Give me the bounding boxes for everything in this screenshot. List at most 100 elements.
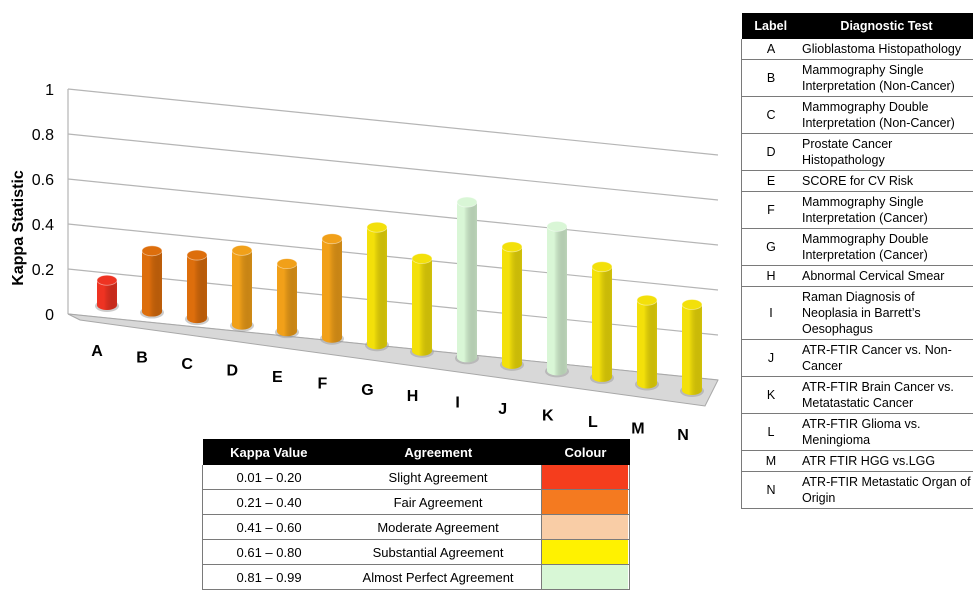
chart-bars: [95, 196, 704, 397]
gridline: [67, 88, 719, 156]
diagnostic-row-test: Mammography Double Interpretation (Cance…: [800, 228, 973, 266]
gridline: [67, 178, 719, 246]
diagnostic-row-label: A: [741, 39, 800, 60]
bar-shading: [457, 202, 477, 363]
bar-cap: [186, 249, 208, 261]
colour-swatch: [541, 515, 628, 539]
diagnostic-table-row: L ATR-FTIR Glioma vs. Meningioma: [741, 413, 973, 451]
kappa-bar-chart: 0 0.2 0.4 0.6 0.8 1 A B C D E F G H I J K L M N Kappa Stat…: [10, 82, 719, 440]
diagnostic-row-test: Raman Diagnosis of Neoplasia in Barrett’…: [800, 286, 973, 340]
bar-cap: [366, 221, 388, 233]
bar-l: [590, 261, 614, 384]
chart-floor: [67, 313, 719, 407]
colour-swatch-cell: [540, 564, 631, 590]
bar-cap: [96, 274, 118, 286]
bar-f: [320, 233, 344, 345]
diagnostic-test-table: Label Diagnostic Test A Glioblastoma Hist…: [741, 13, 973, 509]
diagnostic-row-test: ATR FTIR HGG vs.LGG: [800, 450, 973, 472]
diagnostic-row-label: E: [741, 170, 800, 192]
bar-cap: [456, 196, 478, 208]
x-tick-label: L: [588, 414, 598, 431]
diagnostic-row-test: Mammography Single Interpretation (Non-C…: [800, 59, 973, 97]
bar-shading: [592, 266, 612, 382]
colour-swatch: [541, 540, 628, 564]
bar-cap: [546, 220, 568, 232]
diagnostic-row-label: B: [741, 59, 800, 97]
bar-e: [275, 258, 299, 339]
x-tick-label: N: [677, 427, 689, 440]
y-tick-label: 0.4: [32, 217, 54, 234]
bar-shading: [277, 263, 297, 337]
bar-cap: [141, 245, 163, 257]
kappa-range: 0.01 – 0.20: [202, 465, 336, 490]
x-tick-label: I: [455, 395, 459, 412]
kappa-range: 0.41 – 0.60: [202, 514, 336, 540]
colour-swatch-cell: [540, 539, 631, 565]
agreement-level: Fair Agreement: [335, 489, 542, 515]
y-tick-label: 0: [45, 307, 54, 324]
bar-a: [95, 274, 119, 312]
diagnostic-table-row: G Mammography Double Interpretation (Canc…: [741, 228, 973, 266]
x-tick-label: A: [91, 343, 103, 360]
diagnostic-row-test: Prostate Cancer Histopathology: [800, 133, 973, 171]
bar-cap: [411, 253, 433, 264]
diagnostic-table-row: C Mammography Double Interpretation (Non-…: [741, 96, 973, 134]
x-tick-label: K: [542, 408, 554, 425]
bar-shading: [682, 304, 702, 395]
diagnostic-table-row: N ATR-FTIR Metastatic Organ of Origin: [741, 471, 973, 509]
diagnostic-row-test: SCORE for CV Risk: [800, 170, 973, 192]
bar-b: [140, 245, 164, 319]
bar-shading: [142, 250, 162, 317]
diagnostic-row-label: D: [741, 133, 800, 171]
diagnostic-row-label: G: [741, 228, 800, 266]
colour-swatch: [541, 465, 628, 489]
colour-swatch-cell: [540, 489, 631, 515]
bar-cap: [591, 261, 613, 273]
diagnostic-row-test: Mammography Double Interpretation (Non-C…: [800, 96, 973, 134]
colour-swatch-cell: [540, 514, 631, 540]
diagnostic-table-row: H Abnormal Cervical Smear: [741, 265, 973, 287]
diagnostic-table-header: Label Diagnostic Test: [741, 13, 973, 39]
colour-swatch: [541, 490, 628, 514]
bar-shading: [547, 226, 567, 376]
diagnostic-table-row: I Raman Diagnosis of Neoplasia in Barrett…: [741, 286, 973, 340]
y-axis: 0 0.2 0.4 0.6 0.8 1: [32, 82, 54, 324]
x-tick-label: C: [181, 356, 193, 373]
bar-cap: [681, 299, 703, 310]
diagnostic-row-test: Glioblastoma Histopathology: [800, 39, 973, 60]
diagnostic-row-test: Abnormal Cervical Smear: [800, 265, 973, 287]
kappa-agreement-table: Kappa Value Agreement Colour 0.01 – 0.20…: [202, 439, 631, 590]
bar-shading: [232, 250, 252, 330]
kappa-table-row: 0.41 – 0.60 Moderate Agreement: [202, 514, 631, 540]
diagnostic-row-label: I: [741, 286, 800, 340]
y-tick-label: 1: [45, 82, 54, 99]
diagnostic-row-test: ATR-FTIR Glioma vs. Meningioma: [800, 413, 973, 451]
agreement-level: Slight Agreement: [335, 465, 542, 490]
bar-cap: [501, 241, 523, 253]
chart-grid: [67, 88, 719, 381]
kappa-value-column-header: Kappa Value: [202, 439, 336, 465]
label-column-header: Label: [741, 13, 800, 39]
bar-cap: [321, 233, 343, 245]
diagnostic-row-test: Mammography Single Interpretation (Cance…: [800, 191, 973, 229]
kappa-range: 0.81 – 0.99: [202, 564, 336, 590]
kappa-table-header: Kappa Value Agreement Colour: [202, 439, 630, 465]
x-tick-label: H: [407, 388, 419, 405]
bar-n: [680, 299, 704, 397]
kappa-table-row: 0.01 – 0.20 Slight Agreement: [202, 465, 631, 490]
kappa-range: 0.21 – 0.40: [202, 489, 336, 515]
floor-plane: [67, 313, 719, 407]
diagnostic-row-label: F: [741, 191, 800, 229]
colour-swatch: [541, 565, 628, 589]
agreement-level: Substantial Agreement: [335, 539, 542, 565]
bar-cap: [636, 294, 658, 306]
bar-j: [500, 241, 524, 371]
bar-i: [455, 196, 479, 365]
diagnostic-row-label: N: [741, 471, 800, 509]
bar-k: [545, 220, 569, 378]
diagnostic-row-label: K: [741, 376, 800, 414]
x-tick-label: F: [317, 375, 327, 392]
diagnostic-row-test: ATR-FTIR Cancer vs. Non-Cancer: [800, 339, 973, 377]
agreement-column-header: Agreement: [335, 439, 542, 465]
bar-g: [365, 221, 389, 352]
